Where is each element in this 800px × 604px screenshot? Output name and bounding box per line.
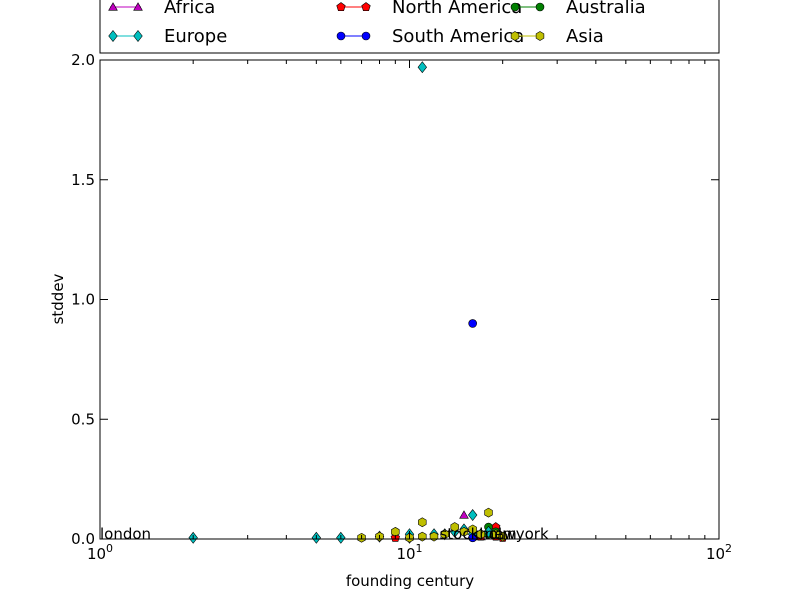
data-point-asia — [450, 522, 459, 532]
data-point-asia — [429, 531, 439, 542]
legend-marker-australia — [535, 2, 545, 12]
x-tick-label: 101 — [396, 542, 422, 563]
legend-marker-south-america — [336, 31, 346, 41]
legend-marker-north-america — [336, 2, 346, 11]
annotation-newyork: newyork — [485, 525, 549, 543]
x-tick-label: 102 — [706, 542, 732, 563]
annotation-london: london — [100, 525, 151, 543]
legend-marker-australia — [510, 2, 520, 12]
legend-label-south-america: South America — [392, 26, 524, 47]
legend-marker-africa — [108, 2, 118, 11]
legend-item-north-america: North America — [336, 0, 522, 18]
legend-marker-south-america — [361, 31, 371, 41]
y-axis: 0.0 0.5 1.0 1.5 2.0 — [71, 51, 719, 548]
legend-frame — [99, 0, 720, 54]
y-axis-label: stddev — [49, 273, 67, 324]
x-axis-label: founding century — [346, 572, 474, 590]
legend-marker-europe — [108, 30, 118, 42]
legend-item-asia: Asia — [510, 26, 604, 47]
legend-item-africa: Africa — [108, 0, 215, 18]
data-point-europe — [483, 525, 494, 538]
data-point-asia — [468, 524, 477, 535]
legend-label-australia: Australia — [566, 0, 646, 18]
data-point-africa — [459, 510, 469, 519]
x-tick-label: 100 — [87, 542, 113, 563]
legend-item-australia: Australia — [510, 0, 646, 18]
y-tick-label: 0.0 — [71, 530, 95, 548]
legend-label-asia: Asia — [566, 26, 604, 47]
data-point-europe — [417, 61, 427, 74]
legend-marker-north-america — [361, 2, 371, 11]
data-point-south-america — [468, 319, 477, 328]
data-point-asia — [459, 526, 469, 537]
data-point-asia — [418, 531, 427, 542]
legend: Africa North America Australia Europe South … — [99, 0, 720, 54]
y-tick-label: 1.0 — [71, 291, 95, 309]
data-point-asia — [418, 517, 427, 528]
legend-label-africa: Africa — [164, 0, 215, 18]
legend-marker-asia — [510, 31, 520, 41]
legend-marker-asia — [535, 31, 545, 41]
y-tick-label: 2.0 — [71, 51, 95, 69]
legend-marker-africa — [133, 2, 143, 11]
y-tick-label: 1.5 — [71, 171, 95, 189]
data-point-asia — [391, 526, 400, 537]
data-point-asia — [484, 507, 493, 518]
legend-item-south-america: South America — [336, 26, 524, 47]
legend-label-europe: Europe — [164, 26, 227, 47]
y-tick-label: 0.5 — [71, 410, 95, 428]
legend-marker-europe — [133, 30, 143, 42]
legend-label-north-america: North America — [392, 0, 522, 18]
legend-item-europe: Europe — [108, 26, 227, 47]
data-point-europe — [468, 509, 478, 522]
